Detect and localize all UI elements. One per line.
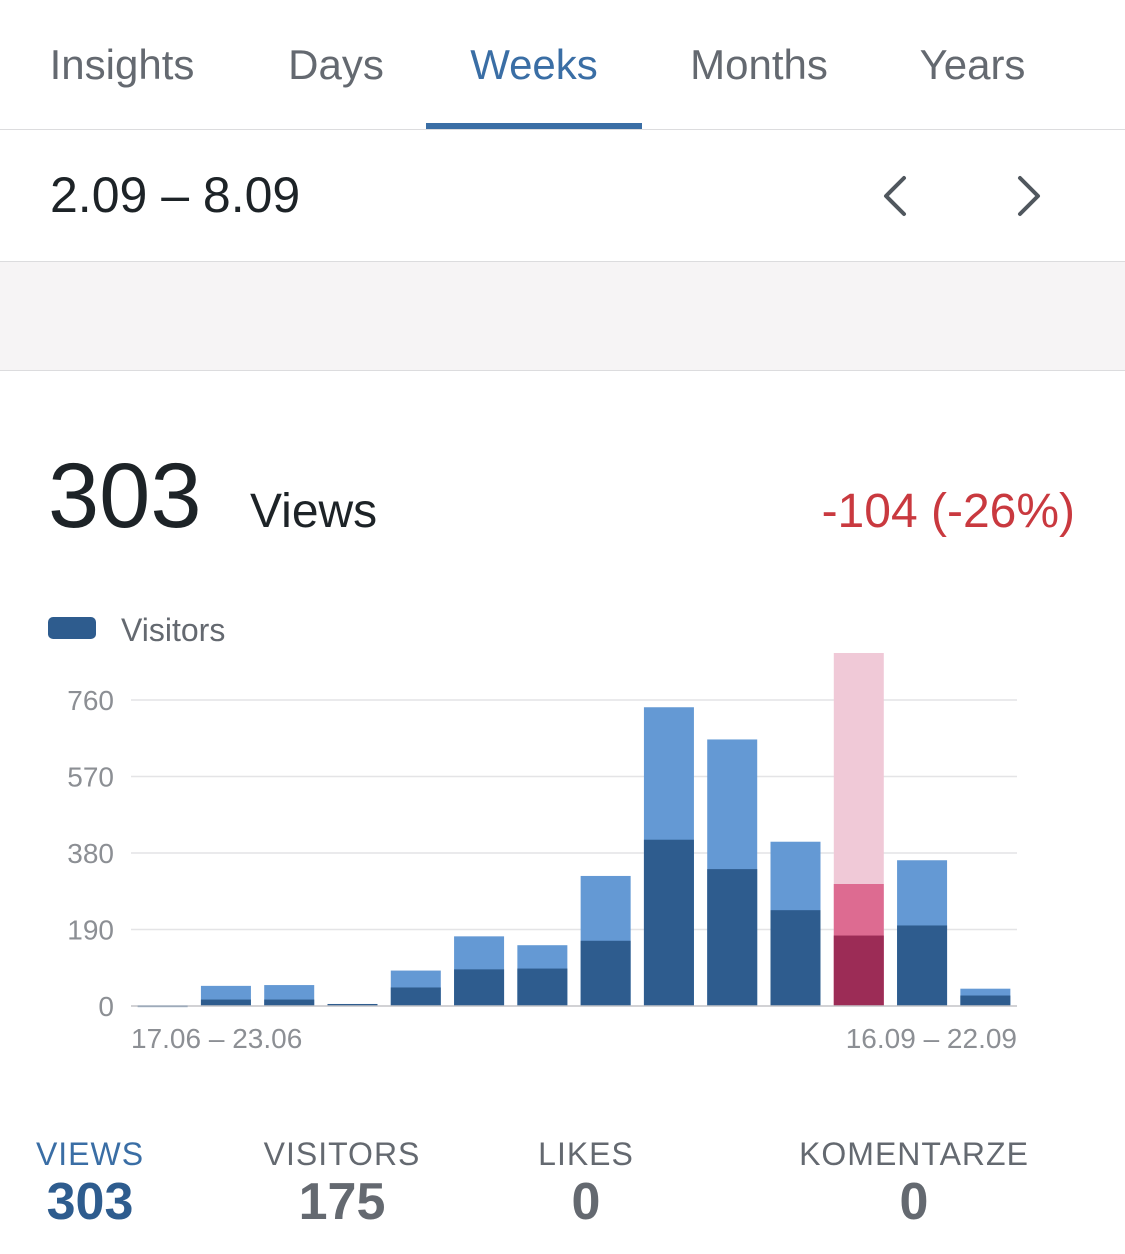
tab-insights[interactable]: Insights <box>49 40 195 88</box>
visitors-bar <box>897 925 948 1006</box>
period-tabs: Insights Days Weeks Months Years <box>0 0 1125 130</box>
stat-comments[interactable]: KOMENTARZE 0 <box>790 1136 1038 1232</box>
stat-comments-label: KOMENTARZE <box>799 1136 1029 1172</box>
chevron-right-icon <box>1018 176 1040 216</box>
visitors-bar <box>454 969 505 1006</box>
y-tick-label: 190 <box>67 915 114 946</box>
tab-days[interactable]: Days <box>288 40 384 88</box>
legend-label-visitors: Visitors <box>121 612 226 648</box>
previous-period-button[interactable] <box>866 166 926 226</box>
y-tick-label: 570 <box>67 762 114 793</box>
visitors-bar <box>770 910 821 1006</box>
stat-comments-value: 0 <box>899 1173 929 1231</box>
summary-views-count: 303 <box>48 445 202 547</box>
visitors-bar <box>580 940 631 1006</box>
y-tick-label: 0 <box>98 991 114 1022</box>
views-bar-chart: 760 570 380 190 0 17.06 – 23.06 16.09 – 22.09 <box>67 653 1017 1054</box>
legend-swatch-visitors <box>48 617 96 639</box>
active-tab-indicator <box>426 123 642 129</box>
tab-years[interactable]: Years <box>919 40 1026 88</box>
visitors-bar <box>833 935 884 1006</box>
y-tick-label: 760 <box>67 685 114 716</box>
visitors-bar <box>390 987 441 1006</box>
summary-change: -104 (-26%) <box>821 485 1075 538</box>
visitors-bar <box>264 999 315 1006</box>
visitors-bar <box>200 999 251 1006</box>
visitors-bar <box>960 995 1011 1006</box>
stat-visitors[interactable]: VISITORS 175 <box>252 1136 432 1232</box>
stat-views-label: VIEWS <box>35 1136 145 1172</box>
stat-likes-label: LIKES <box>538 1136 634 1172</box>
chevron-left-icon <box>884 176 906 216</box>
period-label: 2.09 – 8.09 <box>50 167 301 223</box>
stat-views-value: 303 <box>46 1173 134 1231</box>
visitors-bar <box>707 869 758 1006</box>
stat-visitors-label: VISITORS <box>263 1136 421 1172</box>
tab-weeks[interactable]: Weeks <box>470 40 598 88</box>
visitors-bar <box>643 839 694 1006</box>
stat-likes[interactable]: LIKES 0 <box>516 1136 656 1232</box>
period-navigator: 2.09 – 8.09 <box>0 130 1125 262</box>
stat-visitors-value: 175 <box>298 1173 386 1231</box>
tab-months[interactable]: Months <box>690 40 828 88</box>
stat-views[interactable]: VIEWS 303 <box>20 1136 160 1232</box>
summary-views-unit: Views <box>250 485 378 538</box>
visitors-bar <box>327 1003 378 1006</box>
next-period-button[interactable] <box>998 166 1058 226</box>
y-tick-label: 380 <box>67 838 114 869</box>
x-tick-label: 17.06 – 23.06 <box>131 1023 302 1054</box>
visitors-bar <box>517 968 568 1006</box>
section-separator <box>0 262 1125 371</box>
x-tick-label: 16.09 – 22.09 <box>846 1023 1017 1054</box>
stat-likes-value: 0 <box>571 1173 601 1231</box>
